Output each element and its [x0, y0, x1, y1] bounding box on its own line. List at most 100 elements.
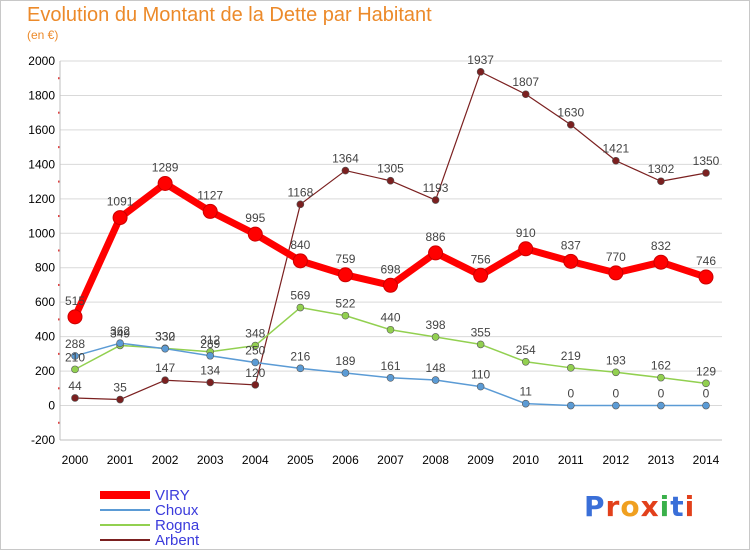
- logo-letter: t: [670, 490, 685, 523]
- y-minor-tick: [58, 215, 60, 218]
- data-point: [161, 376, 169, 385]
- data-label: 210: [65, 350, 85, 364]
- y-minor-tick: [58, 387, 60, 390]
- data-label: 193: [606, 353, 626, 367]
- data-label: 746: [696, 254, 716, 268]
- data-point: [251, 381, 260, 389]
- data-label: 569: [290, 289, 310, 303]
- data-point: [521, 357, 530, 366]
- data-point: [251, 358, 260, 367]
- data-label: 134: [200, 363, 220, 377]
- data-point: [698, 269, 714, 285]
- data-label: 1305: [377, 162, 404, 176]
- data-point: [702, 379, 710, 388]
- data-label: 289: [200, 337, 220, 351]
- y-tick-label: 1800: [28, 88, 55, 102]
- data-point: [383, 277, 398, 293]
- data-point: [296, 303, 305, 312]
- data-point: [612, 401, 620, 410]
- logo-letter: x: [640, 490, 660, 523]
- data-point: [71, 352, 79, 360]
- data-label: 312: [200, 333, 220, 347]
- y-minor-tick: [58, 352, 60, 355]
- x-tick-label: 2003: [197, 453, 224, 467]
- data-point: [337, 267, 353, 283]
- series-line-arbent: [74, 71, 707, 401]
- data-point: [67, 309, 83, 325]
- legend-label-choux: Choux: [155, 502, 199, 519]
- x-tick-label: 2002: [152, 453, 179, 467]
- x-tick-label: 2006: [332, 453, 359, 467]
- logo-letter: i: [684, 490, 696, 523]
- data-label: 0: [567, 387, 574, 401]
- logo-letter: i: [659, 490, 671, 523]
- x-tick-label: 2010: [512, 453, 539, 467]
- x-tick-label: 2009: [467, 453, 494, 467]
- y-minor-tick: [58, 318, 60, 321]
- data-point: [702, 169, 710, 177]
- y-tick-label: -200: [31, 433, 55, 447]
- data-label: 398: [426, 318, 446, 332]
- data-point: [612, 368, 620, 377]
- data-label: 0: [658, 387, 665, 401]
- data-point: [71, 365, 79, 374]
- data-point: [518, 241, 534, 257]
- data-point: [296, 364, 305, 373]
- y-tick-label: 1000: [28, 226, 55, 240]
- data-label: 1193: [423, 181, 449, 195]
- data-label: 147: [155, 361, 175, 375]
- data-point: [563, 253, 579, 269]
- x-tick-label: 2001: [107, 453, 134, 467]
- data-point: [341, 369, 350, 377]
- logo-letter: P: [584, 490, 606, 523]
- x-tick-label: 2007: [377, 453, 404, 467]
- legend-label-viry: VIRY: [155, 487, 190, 504]
- legend-label-rogna: Rogna: [155, 517, 200, 534]
- data-label: 770: [606, 250, 626, 264]
- y-tick-label: 1600: [28, 123, 55, 137]
- data-label: 522: [335, 297, 355, 311]
- data-label: 362: [110, 324, 130, 338]
- data-point: [431, 376, 440, 384]
- data-point: [612, 156, 620, 165]
- data-label: 120: [245, 366, 265, 380]
- y-tick-label: 400: [35, 330, 55, 344]
- data-point: [206, 378, 215, 387]
- data-point: [116, 339, 124, 347]
- x-tick-label: 2008: [422, 453, 449, 467]
- data-label: 1364: [332, 152, 359, 166]
- data-label: 11: [519, 385, 532, 399]
- chart-title: Evolution du Montant de la Dette par Hab…: [27, 4, 432, 26]
- x-tick-label: 2005: [287, 453, 314, 467]
- data-label: 35: [113, 381, 127, 395]
- data-label: 756: [471, 252, 491, 266]
- data-point: [431, 333, 440, 341]
- y-tick-label: 800: [35, 261, 55, 275]
- data-label: 1168: [287, 185, 313, 199]
- data-label: 1302: [648, 162, 675, 176]
- data-label: 440: [380, 311, 400, 325]
- data-point: [476, 382, 485, 391]
- data-label: 349: [110, 326, 130, 340]
- data-point: [386, 325, 395, 334]
- data-label: 910: [516, 226, 536, 240]
- y-minor-tick: [58, 146, 60, 149]
- data-point: [341, 311, 350, 320]
- chart-unit: (en €): [27, 28, 59, 42]
- data-point: [566, 364, 575, 372]
- data-label: 1289: [152, 160, 179, 174]
- data-point: [386, 176, 395, 185]
- data-point: [566, 401, 575, 410]
- y-minor-tick: [58, 283, 60, 286]
- data-label: 216: [290, 349, 310, 363]
- y-minor-tick: [58, 77, 60, 80]
- data-point: [657, 401, 665, 410]
- data-label: 759: [335, 252, 355, 266]
- data-point: [341, 166, 350, 175]
- data-point: [473, 267, 489, 283]
- series-lines: [67, 68, 714, 410]
- data-label: 44: [68, 379, 82, 393]
- data-point: [657, 373, 665, 382]
- data-label: 995: [245, 211, 265, 225]
